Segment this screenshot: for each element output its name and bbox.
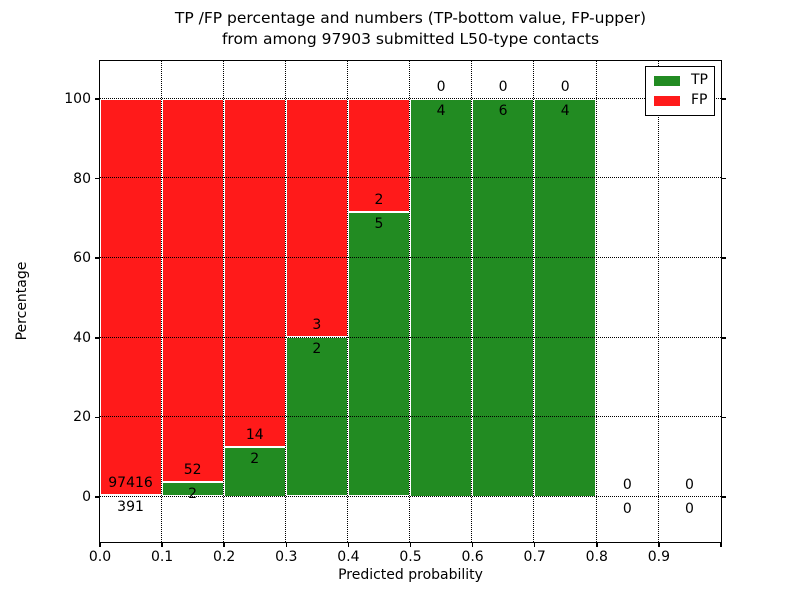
x-tick-mark: [658, 542, 660, 547]
y-tick-label: 100: [64, 91, 91, 107]
tp-bar-segment: [161, 481, 224, 497]
tp-count-label: 0: [684, 500, 694, 517]
y-tick-label: 80: [73, 170, 91, 187]
x-tick-mark: [99, 542, 101, 547]
y-tick-mark-right: [721, 98, 726, 100]
y-tick-mark-right: [721, 337, 726, 339]
y-tick-mark-left: [95, 496, 100, 498]
x-tick-mark: [596, 542, 598, 547]
y-tick-mark-right: [721, 496, 726, 498]
tp-bar-segment: [472, 98, 535, 497]
tp-bar-segment: [99, 494, 162, 497]
plot-area: 97416 391 52 2 14 2 3 2 2 5 0 4 0 6 0 4 0 0 0 0: [98, 59, 722, 543]
x-tick-label: 0.4: [337, 549, 360, 565]
x-tick-label: 0.0: [88, 549, 112, 565]
legend: TP FP: [645, 66, 715, 116]
x-tick-mark: [347, 542, 350, 547]
y-tick-label: 0: [82, 489, 91, 505]
x-tick-mark: [161, 542, 163, 547]
tp-bar-segment: [534, 98, 597, 497]
x-tick-label: 0.1: [150, 549, 174, 565]
fp-bar-segment: [347, 98, 410, 213]
legend-item-tp: TP: [654, 72, 708, 88]
x-tick-mark: [720, 542, 722, 547]
chart-title: TP /FP percentage and numbers (TP-bottom…: [100, 8, 721, 50]
y-tick-mark-right: [721, 257, 726, 259]
tp-legend-label: TP: [691, 72, 708, 88]
x-tick-mark: [533, 542, 536, 547]
fp-count-label: 0: [498, 78, 508, 95]
x-tick-mark: [471, 542, 474, 547]
fp-legend-swatch: [654, 95, 680, 106]
x-tick-label: 0.9: [647, 549, 671, 565]
y-tick-mark-right: [721, 177, 726, 180]
y-tick-mark-left: [95, 98, 100, 100]
tp-count-label: 0: [622, 500, 632, 517]
x-tick-mark: [223, 542, 225, 547]
fp-bar-segment: [285, 98, 348, 338]
x-tick-label: 0.8: [585, 549, 608, 565]
y-tick-mark-left: [95, 257, 100, 259]
x-tick-label: 0.7: [523, 549, 546, 565]
y-tick-mark-left: [95, 416, 100, 419]
tp-bar-segment: [223, 446, 286, 497]
chart-title-line1: TP /FP percentage and numbers (TP-bottom…: [174, 9, 647, 27]
fp-count-label: 0: [436, 78, 446, 95]
x-tick-label: 0.3: [275, 549, 298, 565]
legend-item-fp: FP: [654, 92, 708, 108]
y-tick-label: 20: [73, 409, 91, 426]
fp-count-label: 0: [622, 476, 632, 493]
y-tick-label: 40: [73, 329, 91, 346]
fp-count-label: 0: [560, 78, 570, 95]
fp-count-label: 0: [684, 476, 694, 493]
x-tick-mark: [285, 542, 288, 547]
tp-bar-segment: [410, 98, 473, 497]
chart-title-line2: from among 97903 submitted L50-type cont…: [221, 30, 600, 48]
y-axis-label: Percentage: [14, 261, 30, 341]
x-tick-label: 0.5: [399, 549, 422, 565]
y-tick-mark-left: [95, 177, 100, 180]
x-tick-label: 0.6: [461, 549, 484, 565]
fp-bar-segment: [223, 98, 286, 447]
y-tick-label: 60: [73, 250, 91, 267]
tp-bar-segment: [347, 212, 410, 497]
fp-legend-label: FP: [691, 92, 708, 108]
y-tick-mark-left: [95, 337, 100, 339]
x-tick-mark: [409, 542, 412, 547]
tp-legend-swatch: [654, 75, 680, 86]
y-tick-mark-right: [721, 416, 726, 419]
tp-count-label: 391: [117, 498, 144, 515]
tp-bar-segment: [285, 337, 348, 497]
gridline-vertical: [657, 60, 659, 542]
x-tick-label: 0.2: [213, 549, 236, 565]
fp-bar-segment: [161, 98, 224, 482]
fp-bar-segment: [99, 98, 162, 495]
x-axis-label: Predicted probability: [338, 567, 483, 583]
